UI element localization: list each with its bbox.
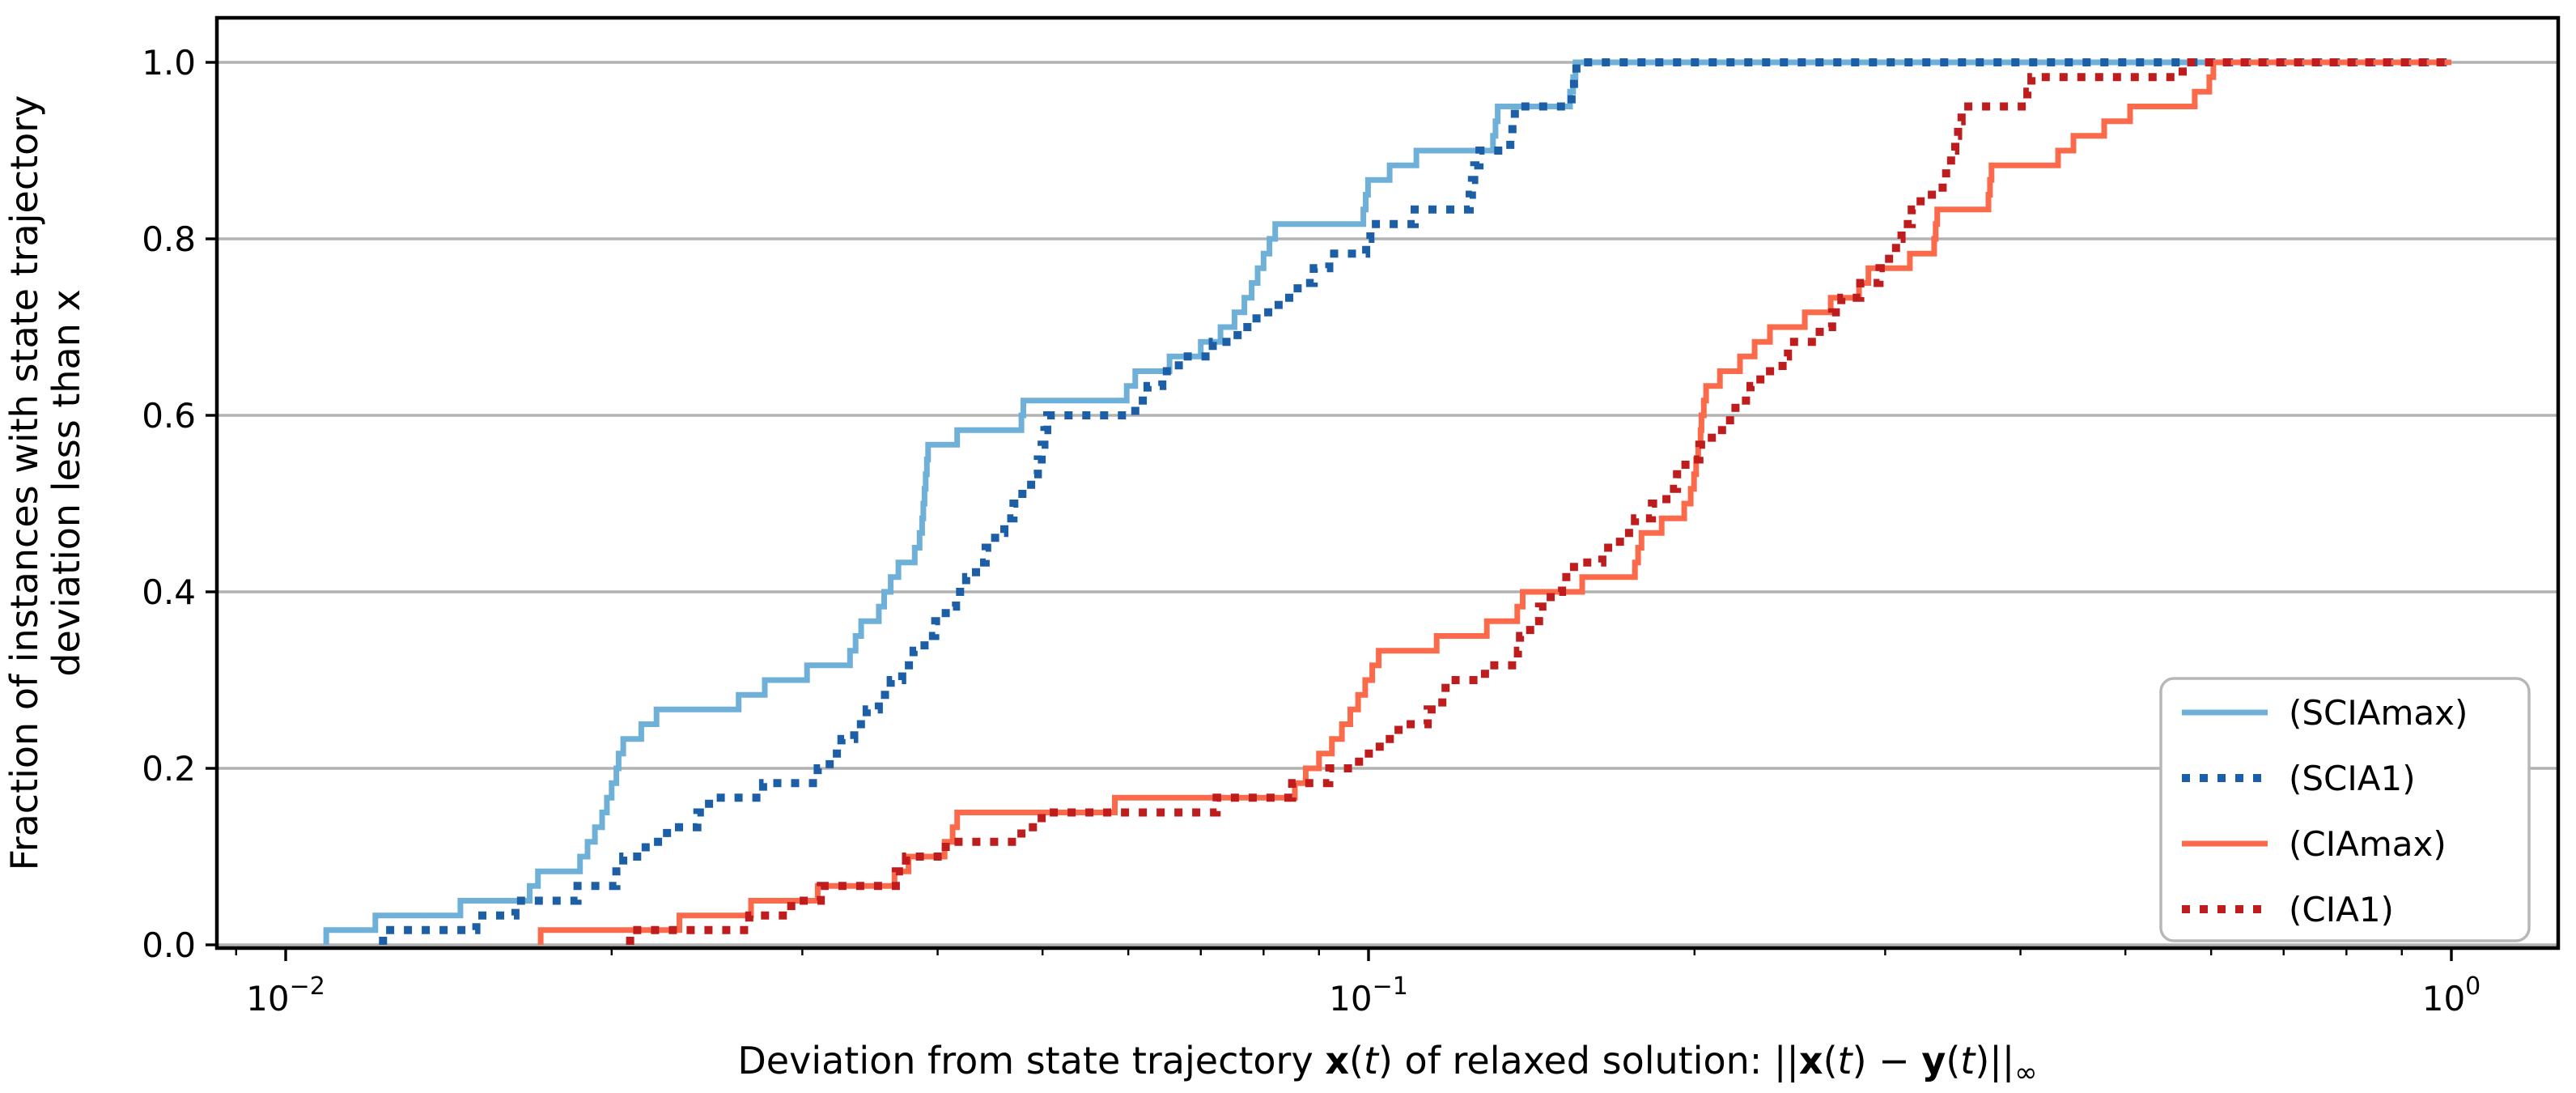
curve-sciamax: [323, 59, 2451, 945]
y-tick-label: 0.0: [142, 925, 196, 965]
y-axis-label-line-2: deviation less than x: [45, 289, 88, 676]
legend-label: (SCIAmax): [2289, 693, 2468, 733]
x-tick-labels: 10−2 10−1 100: [246, 972, 2481, 1019]
y-tick-label: 0.6: [142, 396, 196, 436]
axis-ticks: [206, 61, 2453, 961]
curve-scia1: [379, 58, 2451, 945]
x-tick-label: 100: [2422, 972, 2481, 1019]
plot-frame: [214, 15, 2561, 951]
y-axis-label-line-1: Fraction of instances with state traject…: [2, 96, 46, 871]
gridlines: [217, 61, 2558, 946]
y-tick-label: 0.8: [142, 219, 196, 259]
x-axis-label-text: Deviation from state trajectory x(t) of …: [737, 1039, 2037, 1089]
axes-spines: [214, 15, 2561, 951]
legend-frame: [2159, 677, 2531, 942]
y-tick-labels: 0.0 0.2 0.4 0.6 0.8 1.0: [142, 43, 196, 965]
curve-cia1: [626, 58, 2451, 945]
x-axis-label: Deviation from state trajectory x(t) of …: [737, 1039, 2037, 1089]
legend-label: (SCIA1): [2289, 759, 2416, 798]
x-tick-label: 10−1: [1329, 972, 1408, 1019]
legend-box: (SCIAmax) (SCIA1) (CIAmax) (CIA1): [2159, 677, 2531, 942]
y-axis-label: Fraction of instances with state traject…: [2, 96, 88, 871]
y-tick-label: 0.4: [142, 572, 196, 612]
y-tick-label: 0.2: [142, 749, 196, 789]
legend-label: (CIA1): [2289, 890, 2394, 929]
legend-label: (CIAmax): [2289, 824, 2447, 864]
x-tick-label: 10−2: [246, 972, 325, 1019]
series-curves: [323, 58, 2451, 945]
y-tick-label: 1.0: [142, 43, 196, 83]
